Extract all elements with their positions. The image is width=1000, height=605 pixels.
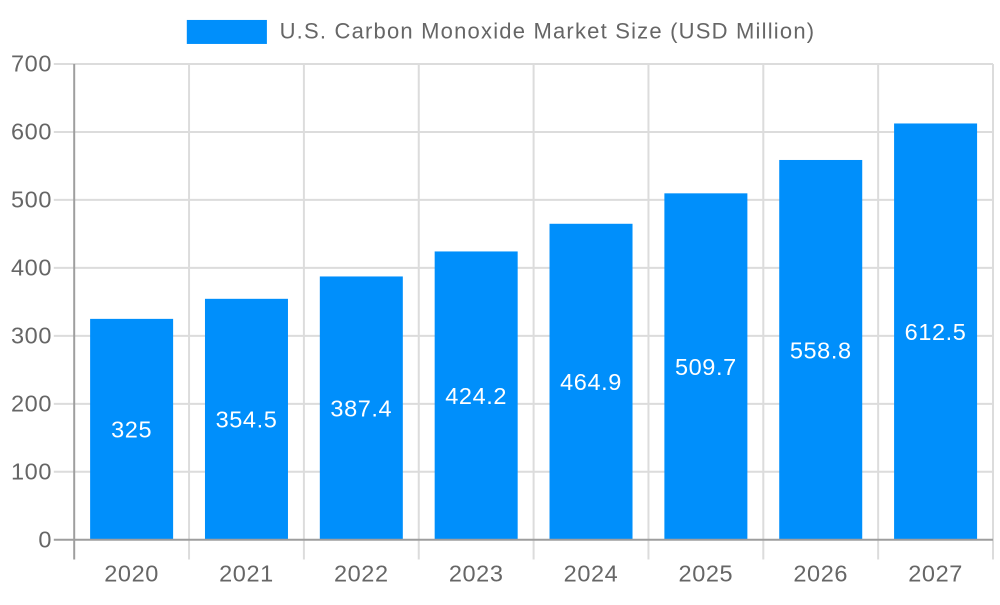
svg-text:2026: 2026 [793, 561, 848, 587]
svg-text:558.8: 558.8 [790, 337, 852, 363]
svg-text:2025: 2025 [679, 561, 734, 587]
svg-text:325: 325 [111, 417, 152, 443]
svg-text:387.4: 387.4 [330, 396, 392, 422]
svg-text:509.7: 509.7 [675, 354, 737, 380]
svg-text:2022: 2022 [334, 561, 389, 587]
svg-text:2027: 2027 [908, 561, 963, 587]
svg-text:100: 100 [11, 458, 52, 484]
svg-text:600: 600 [11, 119, 52, 145]
svg-text:700: 700 [11, 51, 52, 77]
svg-text:2020: 2020 [104, 561, 159, 587]
svg-text:2021: 2021 [219, 561, 274, 587]
svg-text:200: 200 [11, 391, 52, 417]
svg-text:354.5: 354.5 [216, 407, 278, 433]
svg-text:464.9: 464.9 [560, 369, 622, 395]
svg-text:0: 0 [38, 526, 52, 552]
svg-text:U.S. Carbon Monoxide Market Si: U.S. Carbon Monoxide Market Size (USD Mi… [280, 19, 816, 44]
svg-text:612.5: 612.5 [905, 319, 967, 345]
svg-text:424.2: 424.2 [445, 383, 507, 409]
svg-text:500: 500 [11, 187, 52, 213]
svg-text:2024: 2024 [564, 561, 619, 587]
svg-text:300: 300 [11, 323, 52, 349]
svg-text:400: 400 [11, 255, 52, 281]
svg-text:2023: 2023 [449, 561, 504, 587]
